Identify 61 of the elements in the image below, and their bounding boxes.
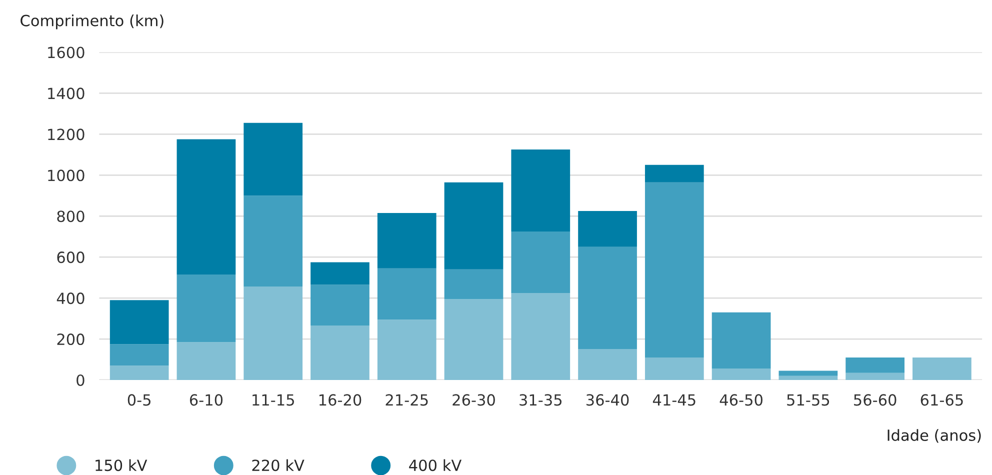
x-tick-label: 51-55 [787, 394, 830, 406]
x-tick-label: 46-50 [720, 394, 762, 406]
bar [310, 262, 370, 285]
bar [511, 231, 570, 293]
x-tick-label: 41-45 [652, 394, 696, 406]
bar [578, 246, 637, 350]
y-tick-label: 1200 [48, 128, 84, 140]
bar [912, 357, 972, 380]
x-axis-title: Idade (anos) [888, 429, 981, 443]
bar [110, 366, 169, 380]
bar [444, 182, 504, 270]
bar [110, 300, 169, 344]
y-tick-label: 1400 [48, 88, 84, 100]
y-axis-title: Comprimento (km) [20, 14, 164, 30]
legend-label: 400 kV [409, 459, 462, 472]
bar [644, 182, 704, 358]
bar [778, 376, 838, 380]
y-tick-label: 1000 [48, 170, 84, 182]
bar [644, 164, 704, 182]
x-tick-label: 21-25 [386, 394, 428, 406]
bar [511, 292, 570, 380]
y-tick-label: 1600 [48, 46, 84, 58]
legend-label: 220 kV [252, 459, 304, 472]
x-tick-label: 0-5 [128, 394, 150, 406]
x-tick-label: 31-35 [520, 394, 562, 406]
x-tick-label: 16-20 [319, 394, 362, 406]
x-tick-label: 56-60 [854, 394, 896, 406]
y-tick-label: 600 [57, 252, 84, 264]
bar [244, 196, 303, 287]
bar [377, 320, 436, 380]
bar [310, 284, 370, 326]
bar [176, 274, 236, 342]
y-tick-label: 200 [57, 333, 84, 346]
bar [176, 342, 236, 380]
bar [110, 344, 169, 366]
bar [377, 213, 436, 268]
bar [310, 326, 370, 380]
y-tick-label: 800 [57, 210, 84, 222]
bar [846, 357, 904, 373]
y-tick-label: 400 [56, 292, 84, 304]
legend-label: 150 kV [96, 459, 148, 472]
bar [846, 372, 904, 380]
y-tick-label: 0 [76, 374, 84, 386]
bar [444, 269, 504, 300]
x-tick-label: 36-40 [586, 394, 629, 406]
x-tick-label: 6-10 [190, 394, 223, 406]
bar [644, 357, 704, 380]
x-tick-label: 26-30 [452, 394, 495, 406]
x-tick-label: 61-65 [920, 394, 963, 406]
bar [176, 139, 236, 275]
bar [511, 150, 570, 232]
bar [712, 312, 771, 369]
bar [712, 368, 771, 380]
bar [578, 211, 637, 247]
bar [578, 349, 637, 380]
x-tick-label: 11-15 [252, 394, 294, 406]
bar [244, 122, 303, 196]
bar [377, 268, 436, 320]
bar [244, 286, 303, 380]
bar [444, 299, 504, 380]
bar [778, 370, 838, 376]
